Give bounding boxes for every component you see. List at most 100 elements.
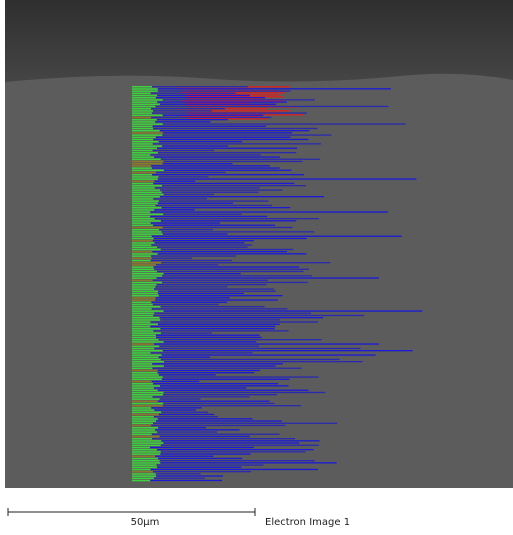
blue-trace	[163, 310, 423, 312]
green-trace	[132, 345, 160, 348]
blue-trace	[151, 108, 225, 110]
green-trace	[132, 134, 163, 136]
green-trace	[132, 402, 164, 405]
blue-trace	[161, 411, 209, 413]
blue-trace	[162, 405, 301, 407]
blue-trace	[161, 231, 315, 233]
blue-trace	[150, 215, 268, 218]
blue-trace	[156, 464, 264, 466]
green-trace	[132, 200, 159, 202]
green-trace	[132, 90, 158, 92]
green-trace	[132, 361, 164, 363]
blue-trace	[157, 253, 307, 255]
blue-trace	[161, 378, 290, 380]
green-trace	[132, 343, 155, 345]
green-trace	[132, 301, 152, 304]
green-trace	[132, 222, 151, 224]
blue-trace	[154, 409, 197, 411]
blue-trace	[153, 198, 207, 200]
blue-trace	[163, 160, 303, 163]
blue-trace	[158, 141, 243, 143]
green-trace	[132, 411, 162, 414]
blue-trace	[155, 334, 260, 336]
blue-trace	[151, 257, 192, 259]
green-trace	[132, 240, 153, 242]
green-trace	[132, 268, 155, 271]
blue-trace	[150, 92, 236, 94]
blue-trace	[152, 438, 295, 440]
green-trace	[132, 365, 164, 367]
green-trace	[132, 468, 151, 471]
blue-trace	[150, 321, 319, 323]
green-trace	[132, 449, 157, 451]
green-trace	[132, 224, 154, 227]
green-trace	[132, 264, 156, 266]
blue-trace	[155, 473, 201, 475]
green-trace	[132, 438, 153, 440]
blue-trace	[152, 279, 268, 281]
green-trace	[132, 237, 154, 240]
green-trace	[132, 328, 161, 330]
green-trace	[132, 354, 162, 356]
green-trace	[132, 455, 156, 458]
green-trace	[132, 198, 154, 200]
blue-trace	[156, 420, 282, 422]
green-trace	[132, 273, 164, 275]
green-trace	[132, 114, 163, 117]
green-trace	[132, 321, 151, 323]
green-trace	[132, 193, 164, 196]
blue-trace	[153, 387, 247, 389]
blue-trace	[152, 251, 287, 253]
blue-trace	[161, 440, 320, 442]
blue-trace	[161, 281, 308, 284]
green-trace	[132, 453, 161, 455]
green-trace	[132, 244, 152, 246]
blue-trace	[161, 354, 376, 356]
green-trace	[132, 325, 151, 328]
blue-trace	[159, 435, 250, 438]
blue-trace	[158, 200, 269, 202]
blue-trace	[158, 427, 206, 429]
blue-trace	[160, 451, 306, 453]
blue-trace	[151, 167, 280, 169]
blue-trace	[159, 229, 213, 231]
blue-trace	[155, 286, 228, 288]
green-trace	[132, 323, 158, 326]
blue-trace	[162, 123, 406, 125]
blue-trace	[158, 457, 243, 460]
blue-trace	[163, 391, 326, 394]
blue-trace	[155, 105, 389, 108]
green-trace	[132, 396, 153, 398]
green-trace	[132, 303, 153, 306]
blue-trace	[160, 220, 297, 222]
blue-trace	[151, 116, 272, 119]
green-trace	[132, 132, 163, 134]
green-trace	[132, 174, 153, 176]
green-trace	[132, 317, 160, 319]
green-trace	[132, 123, 163, 125]
blue-trace	[157, 292, 244, 295]
blue-trace	[162, 376, 319, 378]
green-trace	[132, 372, 158, 374]
green-trace	[132, 207, 162, 209]
green-trace	[132, 389, 158, 392]
green-trace	[132, 125, 153, 128]
green-trace	[132, 143, 153, 145]
green-trace	[132, 409, 155, 411]
green-trace	[132, 464, 157, 466]
green-trace	[132, 121, 156, 123]
blue-trace	[155, 297, 230, 299]
blue-trace	[154, 477, 205, 479]
green-trace	[132, 218, 155, 220]
green-trace	[132, 220, 161, 222]
green-trace	[132, 310, 164, 312]
blue-trace	[159, 460, 315, 462]
blue-trace	[160, 358, 340, 361]
blue-trace	[160, 462, 337, 464]
green-trace	[132, 420, 157, 422]
green-trace	[132, 281, 162, 284]
blue-trace	[154, 268, 309, 270]
green-trace	[132, 466, 158, 469]
blue-trace	[162, 99, 315, 101]
blue-trace	[157, 178, 417, 180]
